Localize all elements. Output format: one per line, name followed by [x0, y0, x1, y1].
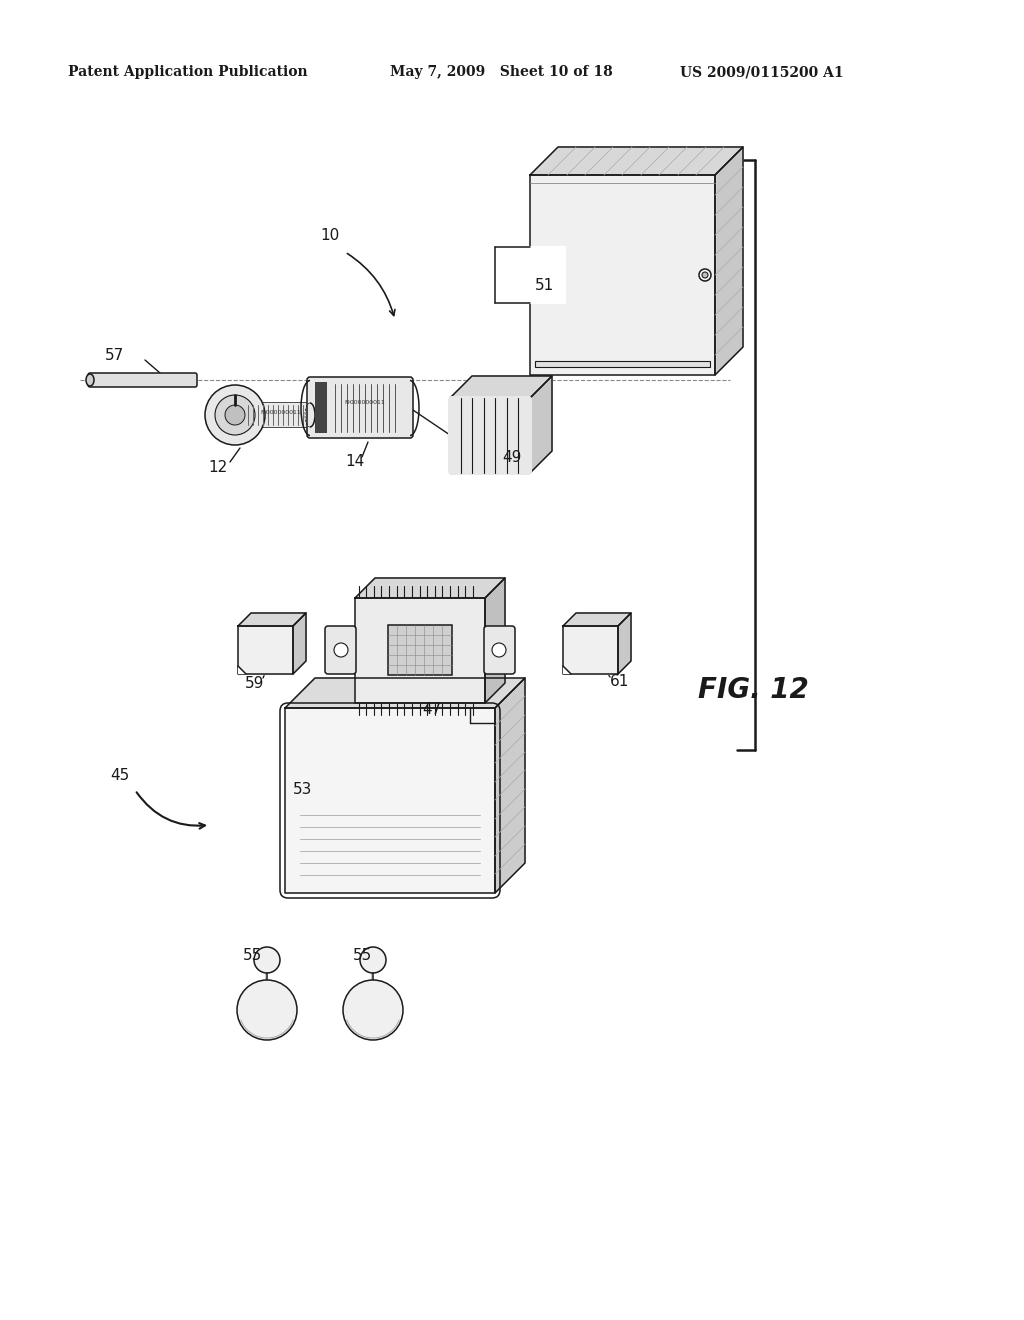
Ellipse shape — [702, 272, 708, 279]
Text: FIG. 12: FIG. 12 — [698, 676, 809, 704]
Text: 59: 59 — [246, 676, 264, 690]
Polygon shape — [238, 667, 246, 675]
Text: Patent Application Publication: Patent Application Publication — [68, 65, 307, 79]
FancyBboxPatch shape — [307, 378, 413, 438]
Text: 61: 61 — [610, 675, 630, 689]
Text: I9000000011: I9000000011 — [260, 409, 301, 414]
Circle shape — [343, 979, 403, 1040]
Ellipse shape — [86, 374, 94, 385]
Circle shape — [254, 946, 280, 973]
Text: 14: 14 — [345, 454, 365, 470]
Polygon shape — [530, 176, 715, 375]
Circle shape — [205, 385, 265, 445]
Polygon shape — [355, 578, 505, 598]
Circle shape — [334, 643, 348, 657]
Bar — [315, 381, 327, 433]
Text: 51: 51 — [536, 277, 555, 293]
Polygon shape — [618, 612, 631, 675]
Polygon shape — [530, 376, 552, 473]
Bar — [535, 360, 710, 367]
Text: I9000000011: I9000000011 — [345, 400, 385, 405]
Text: 12: 12 — [208, 461, 227, 475]
FancyBboxPatch shape — [449, 396, 532, 475]
Bar — [388, 624, 452, 675]
Circle shape — [360, 946, 386, 973]
Polygon shape — [563, 612, 631, 626]
Circle shape — [225, 405, 245, 425]
Polygon shape — [355, 598, 485, 704]
Polygon shape — [485, 578, 505, 704]
Polygon shape — [450, 399, 530, 473]
Polygon shape — [285, 708, 495, 894]
Bar — [529, 246, 566, 304]
Ellipse shape — [699, 269, 711, 281]
Polygon shape — [495, 678, 525, 894]
Polygon shape — [238, 626, 293, 675]
Polygon shape — [238, 612, 306, 626]
Circle shape — [215, 395, 255, 436]
FancyBboxPatch shape — [325, 626, 356, 675]
Polygon shape — [563, 667, 571, 675]
Text: 45: 45 — [111, 767, 130, 783]
Polygon shape — [530, 147, 743, 176]
Text: 57: 57 — [105, 347, 125, 363]
Text: US 2009/0115200 A1: US 2009/0115200 A1 — [680, 65, 844, 79]
FancyBboxPatch shape — [88, 374, 197, 387]
FancyBboxPatch shape — [484, 626, 515, 675]
Polygon shape — [285, 678, 525, 708]
Text: 55: 55 — [244, 948, 262, 962]
Polygon shape — [715, 147, 743, 375]
Text: 55: 55 — [353, 948, 373, 962]
Polygon shape — [293, 612, 306, 675]
Polygon shape — [563, 626, 618, 675]
Bar — [240, 403, 310, 426]
Text: 53: 53 — [293, 783, 312, 797]
Text: 47: 47 — [422, 702, 441, 718]
Text: 49: 49 — [503, 450, 521, 465]
Polygon shape — [450, 376, 552, 399]
Text: May 7, 2009   Sheet 10 of 18: May 7, 2009 Sheet 10 of 18 — [390, 65, 612, 79]
Text: 10: 10 — [321, 227, 340, 243]
Circle shape — [492, 643, 506, 657]
Circle shape — [237, 979, 297, 1040]
